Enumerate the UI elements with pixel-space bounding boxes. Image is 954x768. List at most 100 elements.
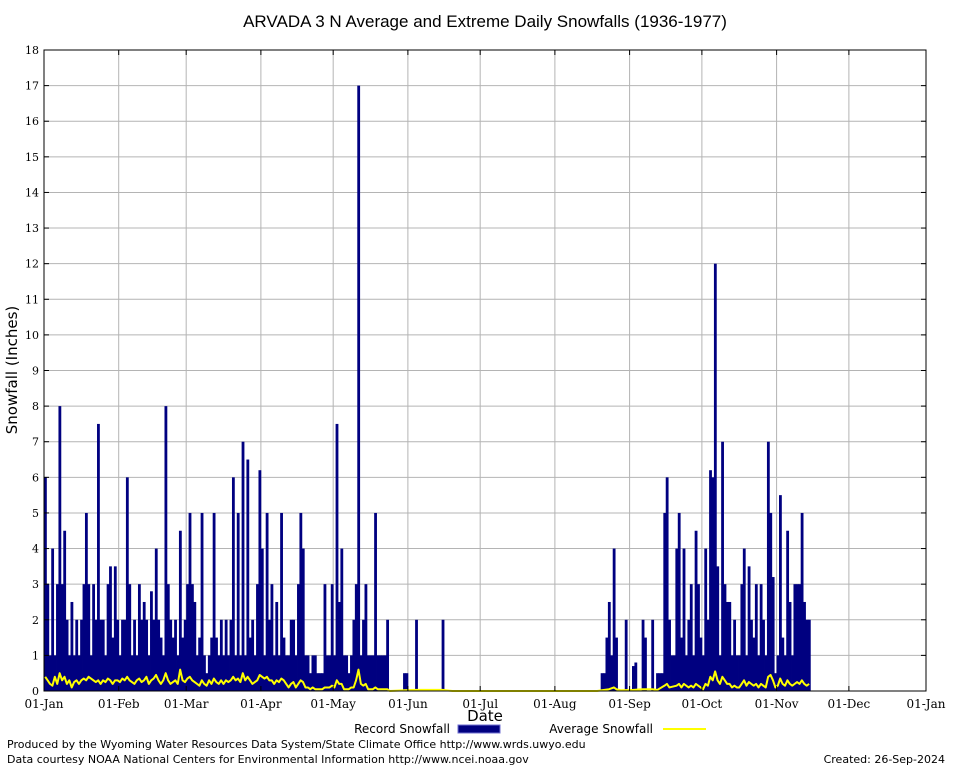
footer-produced-by: Produced by the Wyoming Water Resources …	[7, 738, 586, 751]
record-snowfall-bar	[316, 673, 320, 691]
record-snowfall-bar	[106, 584, 110, 691]
x-tick-label: 01-Dec	[827, 697, 870, 711]
record-snowfall-bar	[277, 655, 281, 691]
x-tick-label: 01-Jun	[388, 697, 428, 711]
record-snowfall-bar	[128, 584, 132, 691]
record-snowfall-bar	[725, 601, 729, 691]
record-snowfall-bar	[193, 601, 197, 691]
record-snowfall-bar	[239, 655, 243, 691]
record-snowfall-bar	[210, 637, 214, 691]
record-snowfall-bar	[658, 673, 662, 691]
x-tick-label: 01-Jan	[906, 697, 945, 711]
record-snowfall-bar	[256, 584, 259, 691]
record-snowfall-bar	[694, 530, 698, 691]
record-snowfall-bar	[169, 619, 173, 691]
record-snowfall-bar	[152, 619, 156, 691]
record-snowfall-bar	[610, 655, 614, 691]
record-snowfall-bar	[779, 495, 782, 691]
record-snowfall-bar	[697, 584, 700, 691]
record-snowfall-bar	[321, 673, 324, 691]
record-snowfall-bar	[357, 85, 361, 692]
record-snowfall-bar	[793, 584, 797, 691]
record-snowfall-bar	[750, 619, 753, 691]
record-snowfall-bar	[672, 655, 676, 691]
record-snowfall-bar	[99, 619, 103, 691]
record-snowfall-bar	[675, 548, 679, 691]
record-snowfall-bar	[313, 655, 317, 691]
record-snowfall-bar	[118, 655, 122, 691]
x-tick-label: 01-Feb	[98, 697, 140, 711]
record-snowfall-bar	[284, 655, 288, 691]
record-snowfall-bar	[198, 637, 202, 691]
record-snowfall-bar	[759, 584, 763, 691]
legend-record-swatch	[457, 724, 501, 734]
y-tick-label: 10	[25, 329, 39, 342]
record-snowfall-bar	[212, 512, 216, 691]
record-snowfall-bar	[58, 406, 62, 691]
record-snowfall-bar	[771, 577, 775, 691]
x-tick-label: 01-May	[310, 697, 356, 711]
record-snowfall-bar	[159, 637, 163, 691]
record-snowfall-bar	[299, 512, 303, 691]
record-snowfall-bar	[125, 477, 129, 691]
record-snowfall-bar	[774, 673, 777, 691]
record-snowfall-bar	[803, 601, 806, 691]
record-snowfall-bar	[130, 655, 134, 691]
legend-average-label: Average Snowfall	[549, 722, 653, 736]
record-snowfall-bar	[699, 637, 703, 691]
record-snowfall-bar	[612, 548, 616, 691]
record-snowfall-bar	[195, 655, 199, 691]
x-tick-label: 01-Jul	[462, 697, 498, 711]
record-snowfall-bar	[229, 619, 233, 691]
x-tick-label: 01-Jan	[24, 697, 63, 711]
record-snowfall-bar	[231, 477, 235, 691]
record-snowfall-bar	[207, 655, 211, 691]
record-snowfall-bar	[340, 548, 344, 691]
record-snowfall-bar	[651, 619, 655, 691]
record-snowfall-bar	[200, 512, 204, 691]
record-snowfall-bar	[53, 655, 57, 691]
record-snowfall-bar	[689, 584, 693, 691]
record-snowfall-bar	[747, 566, 751, 691]
record-snowfall-bar	[133, 619, 136, 691]
record-snowfall-bar	[733, 619, 737, 691]
record-snowfall-bar	[301, 548, 305, 691]
record-snowfall-bar	[632, 666, 635, 691]
record-snowfall-bar	[282, 637, 286, 691]
record-snowfall-bar	[783, 655, 787, 691]
record-snowfall-bar	[687, 619, 691, 691]
footer-data-courtesy: Data courtesy NOAA National Centers for …	[7, 753, 529, 766]
record-snowfall-bar	[711, 477, 715, 691]
record-snowfall-bar	[624, 619, 628, 691]
record-snowfall-bar	[403, 673, 406, 691]
record-snowfall-bar	[364, 584, 368, 691]
y-tick-label: 9	[32, 365, 39, 378]
x-tick-label: 01-Mar	[164, 697, 209, 711]
legend: Record Snowfall Average Snowfall	[354, 722, 706, 736]
record-snowfall-bar	[224, 619, 228, 691]
record-snowfall-bar	[92, 584, 96, 691]
record-snowfall-bar	[644, 637, 647, 691]
record-snowfall-bar	[292, 619, 296, 691]
record-snowfall-bar	[742, 548, 746, 691]
record-snowfall-bar	[607, 601, 611, 691]
record-snowfall-bar	[104, 655, 108, 691]
x-tick-label: 01-Nov	[755, 697, 799, 711]
y-tick-label: 0	[32, 685, 39, 698]
y-tick-label: 11	[25, 293, 39, 306]
record-snowfall-bar	[342, 655, 346, 691]
record-snowfall-bar	[605, 637, 609, 691]
record-snowfall-bar	[745, 655, 749, 691]
record-snowfall-bar	[297, 584, 300, 691]
record-snowfall-bar	[176, 655, 180, 691]
record-snowfall-bar	[203, 655, 206, 691]
y-axis-label: Snowfall (Inches)	[3, 306, 21, 434]
y-tick-label: 1	[32, 649, 39, 662]
record-snowfall-bar	[781, 637, 785, 691]
record-snowfall-bar	[786, 530, 790, 691]
record-snowfall-bar	[352, 619, 356, 691]
record-snowfall-bar	[735, 655, 739, 691]
record-snowfall-bar	[89, 655, 93, 691]
record-snowfall-bar	[766, 441, 770, 691]
record-snowfall-bar	[135, 655, 139, 691]
